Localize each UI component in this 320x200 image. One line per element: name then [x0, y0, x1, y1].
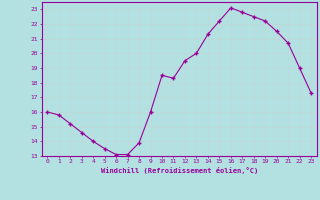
- X-axis label: Windchill (Refroidissement éolien,°C): Windchill (Refroidissement éolien,°C): [100, 167, 258, 174]
